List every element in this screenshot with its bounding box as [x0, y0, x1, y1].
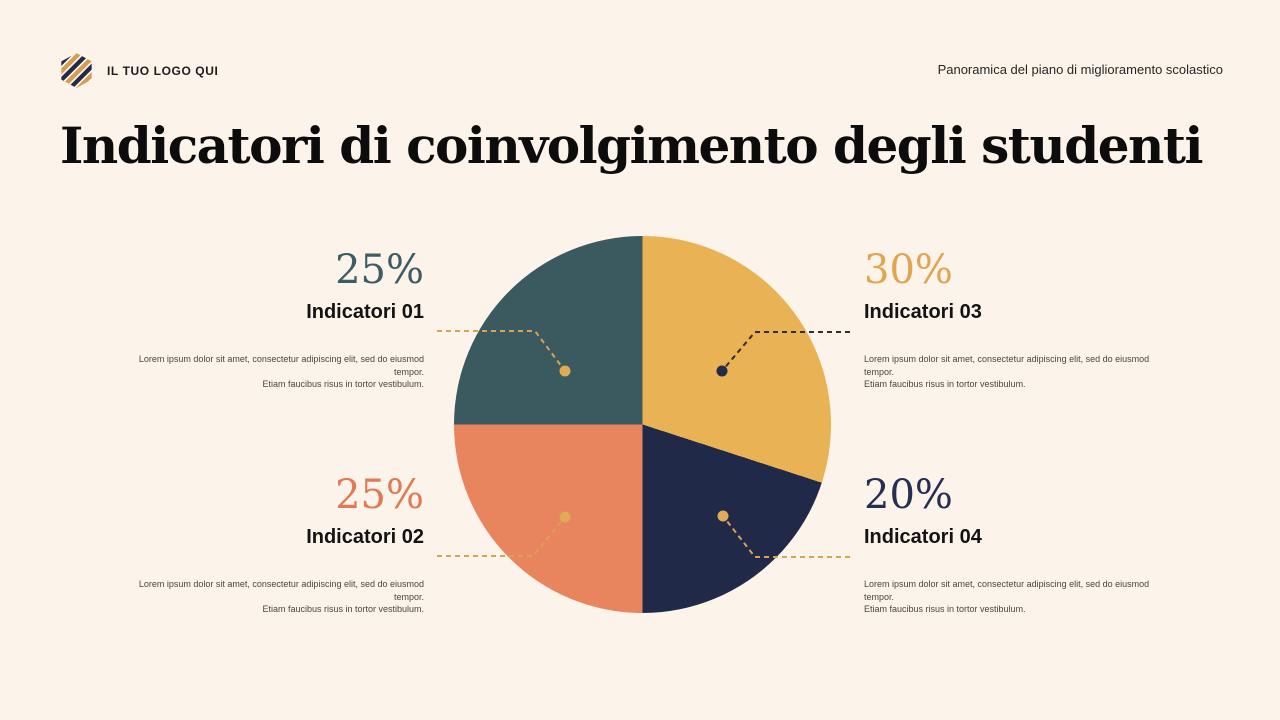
indicator-04-description-line1: Lorem ipsum dolor sit amet, consectetur …: [864, 579, 1150, 602]
indicator-01-percent: 25%: [335, 247, 424, 293]
indicator-03-label: Indicatori 03: [864, 301, 982, 323]
indicator-02-description: Lorem ipsum dolor sit amet, consectetur …: [116, 578, 424, 616]
header-tagline: Panoramica del piano di miglioramento sc…: [937, 62, 1223, 77]
brand: IL TUO LOGO QUI: [60, 53, 218, 88]
indicator-04-description-line2: Etiam faucibus risus in tortor vestibulu…: [864, 604, 1026, 614]
indicator-02-description-line2: Etiam faucibus risus in tortor vestibulu…: [262, 604, 424, 614]
indicator-01-description-line1: Lorem ipsum dolor sit amet, consectetur …: [138, 354, 424, 377]
indicator-04-label: Indicatori 04: [864, 526, 982, 548]
indicator-01-description-line2: Etiam faucibus risus in tortor vestibulu…: [262, 379, 424, 389]
indicator-02-label: Indicatori 02: [306, 526, 424, 548]
indicator-01-label: Indicatori 01: [306, 301, 424, 323]
indicator-04-description: Lorem ipsum dolor sit amet, consectetur …: [864, 578, 1172, 616]
indicator-01-block: 25% Indicatori 01 Lorem ipsum dolor sit …: [116, 249, 424, 391]
indicator-02-percent: 25%: [335, 472, 424, 518]
pie-chart: [454, 236, 831, 613]
indicator-02-description-line1: Lorem ipsum dolor sit amet, consectetur …: [138, 579, 424, 602]
indicator-04-block: 20% Indicatori 04 Lorem ipsum dolor sit …: [864, 474, 1172, 616]
indicator-03-description: Lorem ipsum dolor sit amet, consectetur …: [864, 353, 1172, 391]
indicator-03-block: 30% Indicatori 03 Lorem ipsum dolor sit …: [864, 249, 1172, 391]
indicator-03-description-line2: Etiam faucibus risus in tortor vestibulu…: [864, 379, 1026, 389]
indicator-04-percent: 20%: [864, 472, 953, 518]
indicator-03-description-line1: Lorem ipsum dolor sit amet, consectetur …: [864, 354, 1150, 377]
indicator-03-percent: 30%: [864, 247, 953, 293]
indicator-01-description: Lorem ipsum dolor sit amet, consectetur …: [116, 353, 424, 391]
page-title: Indicatori di coinvolgimento degli stude…: [60, 116, 1203, 175]
logo-icon: [61, 53, 92, 88]
logo-text: IL TUO LOGO QUI: [107, 63, 219, 78]
indicator-02-block: 25% Indicatori 02 Lorem ipsum dolor sit …: [116, 474, 424, 616]
